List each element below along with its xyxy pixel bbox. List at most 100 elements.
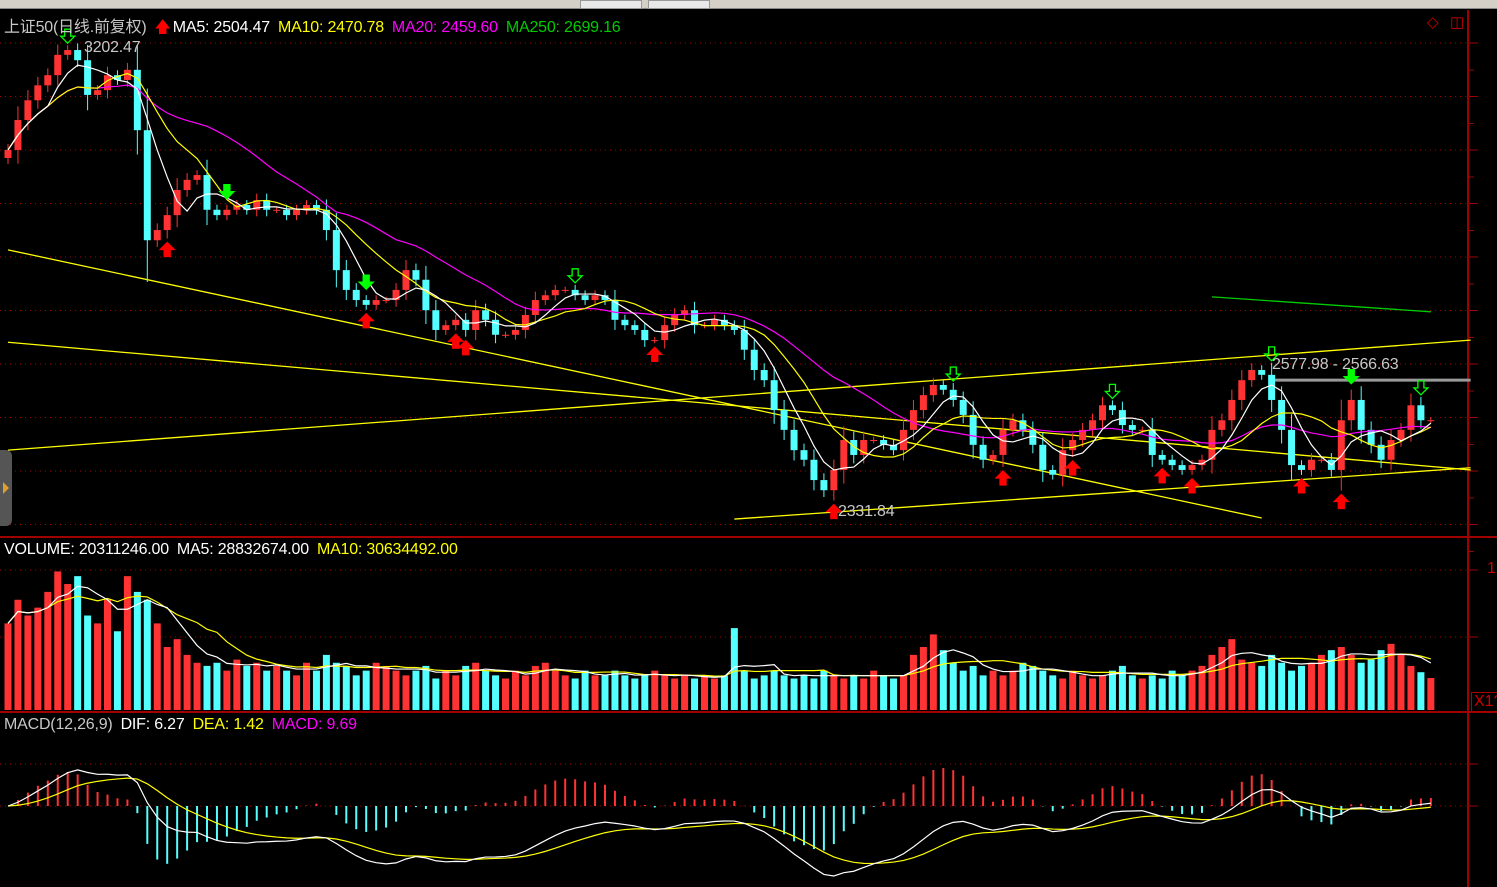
buy-signal-icon bbox=[357, 312, 375, 329]
candle-up bbox=[392, 289, 400, 301]
volume-bar bbox=[1337, 647, 1345, 710]
volume-bar bbox=[312, 670, 320, 710]
candle-up bbox=[651, 340, 659, 342]
candle-up bbox=[1079, 429, 1087, 441]
candle-up bbox=[1218, 420, 1226, 430]
volume-bar bbox=[1049, 675, 1057, 710]
volume-bar bbox=[233, 659, 241, 710]
candle-up bbox=[1198, 459, 1206, 466]
buy-signal-icon bbox=[1332, 493, 1350, 510]
volume-bar bbox=[591, 675, 599, 710]
volume-bar bbox=[1317, 654, 1325, 710]
volume-bar bbox=[1148, 675, 1156, 710]
candle-down bbox=[462, 319, 470, 330]
volume-bar bbox=[183, 654, 191, 710]
candle-up bbox=[1397, 429, 1405, 441]
volume-bar bbox=[1248, 662, 1256, 710]
volume-bar bbox=[322, 654, 330, 710]
volume-bar bbox=[143, 599, 151, 710]
candle-down bbox=[283, 209, 291, 216]
candle-up bbox=[671, 315, 679, 326]
candle-down bbox=[1268, 374, 1276, 400]
candle-down bbox=[74, 50, 82, 61]
volume-bar bbox=[1168, 670, 1176, 710]
volume-bar bbox=[909, 654, 917, 710]
volume-bar bbox=[850, 675, 858, 710]
candle-up bbox=[840, 440, 848, 470]
volume-bar bbox=[502, 678, 509, 710]
volume-bar bbox=[303, 662, 310, 710]
candle-up bbox=[223, 209, 231, 216]
candle-up bbox=[442, 325, 450, 330]
volume-bar bbox=[372, 662, 380, 710]
volume-bar bbox=[1178, 675, 1186, 710]
candle-down bbox=[412, 270, 420, 280]
volume-bar bbox=[631, 678, 639, 710]
candle-up bbox=[541, 295, 549, 301]
candle-down bbox=[1019, 420, 1027, 430]
volume-bar bbox=[531, 665, 539, 710]
volume-bar bbox=[1268, 654, 1276, 710]
buy-signal-icon bbox=[447, 333, 465, 349]
volume-multiplier: X1? bbox=[1471, 692, 1497, 712]
volume-bar bbox=[94, 623, 102, 710]
toolbar-tab[interactable] bbox=[580, 0, 642, 9]
candle-up bbox=[681, 310, 689, 316]
candle-up bbox=[293, 209, 301, 216]
candle-down bbox=[691, 310, 699, 326]
candle-up bbox=[909, 410, 917, 430]
candle-up bbox=[163, 215, 171, 231]
ma10-line bbox=[7, 72, 1432, 458]
volume-bar bbox=[342, 665, 350, 710]
candle-down bbox=[1108, 405, 1116, 411]
candle-up bbox=[551, 289, 559, 296]
candle-down bbox=[213, 209, 221, 216]
candle-down bbox=[720, 319, 728, 326]
trend-line bbox=[1211, 296, 1431, 313]
volume-bar bbox=[651, 670, 659, 710]
volume-bar bbox=[860, 678, 868, 710]
candle-down bbox=[939, 384, 947, 390]
side-panel-expand-handle[interactable] bbox=[0, 450, 12, 526]
hollow-sell-signal-icon bbox=[944, 366, 962, 382]
volume-bar bbox=[104, 599, 111, 710]
candle-up bbox=[1009, 420, 1017, 430]
candle-up bbox=[44, 75, 52, 86]
diamond-icon[interactable]: ◇ bbox=[1427, 14, 1439, 31]
candle-up bbox=[253, 200, 261, 210]
layout-toggle-icon[interactable]: ◫ bbox=[1450, 14, 1465, 31]
volume-bar bbox=[671, 678, 679, 710]
candle-up bbox=[24, 100, 32, 121]
candle-down bbox=[342, 270, 350, 290]
volume-bar bbox=[273, 665, 281, 710]
volume-bar bbox=[1079, 675, 1087, 710]
candle-down bbox=[1417, 405, 1425, 421]
toolbar-tab[interactable] bbox=[648, 0, 710, 9]
candle-down bbox=[1128, 425, 1136, 430]
volume-bar bbox=[890, 678, 898, 710]
volume-bar bbox=[820, 670, 828, 710]
volume-bar bbox=[442, 670, 450, 710]
candle-down bbox=[740, 329, 748, 350]
volume-bar bbox=[422, 665, 430, 710]
candle-down bbox=[1158, 454, 1166, 460]
instrument-title: 上证50(日线.前复权) bbox=[4, 19, 147, 36]
candle-up bbox=[1138, 429, 1146, 431]
candle-up bbox=[183, 179, 191, 191]
volume-bar bbox=[1397, 654, 1405, 710]
candle-down bbox=[890, 444, 898, 451]
candle-down bbox=[1168, 459, 1176, 466]
candle-down bbox=[750, 349, 758, 371]
candle-up bbox=[123, 69, 131, 80]
dif-value: DIF: 6.27 bbox=[120, 716, 185, 733]
candle-up bbox=[402, 270, 410, 290]
candle-down bbox=[133, 69, 141, 131]
hollow-sell-signal-icon bbox=[1412, 380, 1430, 396]
volume-bar bbox=[1288, 670, 1296, 710]
candle-up bbox=[1059, 450, 1067, 475]
volume-bar bbox=[1039, 670, 1047, 710]
candle-down bbox=[1288, 429, 1296, 466]
candle-up bbox=[1248, 370, 1256, 381]
volume-ma10-value: MA10: 30634492.00 bbox=[316, 541, 458, 558]
